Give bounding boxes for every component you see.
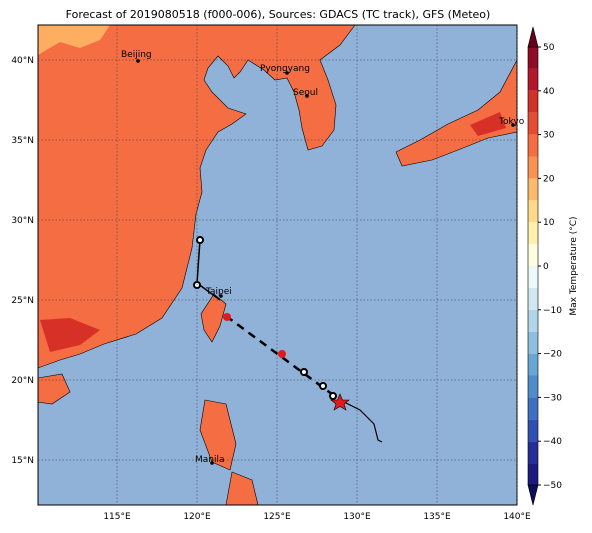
colorbar-bin — [528, 309, 538, 332]
city-label: Seoul — [293, 88, 318, 98]
colorbar-bin — [528, 375, 538, 398]
city-dot — [219, 294, 223, 298]
title: Forecast of 2019080518 (f000-006), Sourc… — [66, 8, 491, 21]
city-dot — [136, 59, 140, 63]
city-label: Tokyo — [498, 117, 525, 127]
colorbar-bin — [528, 244, 538, 266]
colorbar-bin — [528, 419, 538, 442]
colorbar-tick-label: 20 — [543, 174, 555, 184]
colorbar-bin — [528, 90, 538, 113]
y-tick-label: 35°N — [11, 136, 34, 146]
colorbar-arrow-top — [527, 26, 539, 48]
colorbar-bin — [528, 156, 538, 179]
colorbar-arrow-bottom — [527, 484, 539, 506]
y-tick-label: 20°N — [11, 376, 34, 386]
japan-warm — [470, 112, 506, 136]
colorbar-label: Max Temperature (°C) — [569, 216, 579, 315]
colorbar-bin — [528, 47, 538, 69]
storm-red — [223, 313, 286, 358]
map — [37, 24, 518, 506]
colorbar-tick-label: −40 — [543, 437, 562, 447]
colorbar-tick-label: 40 — [543, 87, 555, 97]
colorbar-bin — [528, 353, 538, 376]
map-frame — [37, 24, 518, 506]
mainland — [37, 24, 356, 369]
city-dot — [305, 94, 309, 98]
colorbar-bin — [528, 200, 538, 223]
colorbar-bin — [528, 134, 538, 157]
luzon — [199, 399, 237, 471]
x-tick-label: 130°E — [343, 512, 371, 522]
colorbar-bin — [528, 441, 538, 464]
current-position — [330, 393, 350, 411]
japan — [395, 59, 518, 167]
warm-patch — [40, 318, 100, 352]
y-tick-label: 30°N — [11, 216, 34, 226]
colorbar-bin — [528, 112, 538, 135]
colorbar-bin — [528, 397, 538, 420]
colorbar-bin — [528, 222, 538, 245]
colorbar-tick-label: 10 — [543, 218, 555, 228]
city-label: Taipei — [205, 287, 232, 297]
colorbar-tick-label: 0 — [543, 262, 549, 272]
x-tick-label: 120°E — [183, 512, 211, 522]
colorbar-bin — [528, 331, 538, 354]
y-tick-label: 15°N — [11, 456, 34, 466]
city-label: Manila — [195, 455, 225, 465]
colorbar-bin — [528, 266, 538, 288]
colorbar-tick-label: −10 — [543, 306, 562, 316]
x-tick-label: 115°E — [103, 512, 131, 522]
colorbar-tick-label: −20 — [543, 350, 562, 360]
colorbar-tick-label: −30 — [543, 393, 562, 403]
y-tick-label: 25°N — [11, 296, 34, 306]
x-tick-label: 125°E — [263, 512, 291, 522]
colorbar-bin — [528, 287, 538, 310]
colorbar-tick-label: −50 — [543, 481, 562, 491]
x-tick-label: 140°E — [503, 512, 531, 522]
colorbar-bin — [528, 463, 538, 485]
colorbar-tick-label: 30 — [543, 131, 555, 141]
city-dot — [511, 123, 515, 127]
cool-region — [38, 25, 110, 55]
colorbar-tick-label: 50 — [543, 43, 555, 53]
track-start — [339, 399, 383, 443]
city-dot — [285, 71, 289, 75]
colorbar-bin — [528, 178, 538, 201]
city-label: Pyongyang — [260, 64, 310, 74]
city-dot — [210, 461, 214, 465]
taiwan — [200, 293, 227, 343]
colorbar-bin — [528, 68, 538, 91]
x-tick-label: 135°E — [423, 512, 451, 522]
y-tick-label: 40°N — [11, 56, 34, 66]
city-label: Beijing — [121, 50, 152, 60]
